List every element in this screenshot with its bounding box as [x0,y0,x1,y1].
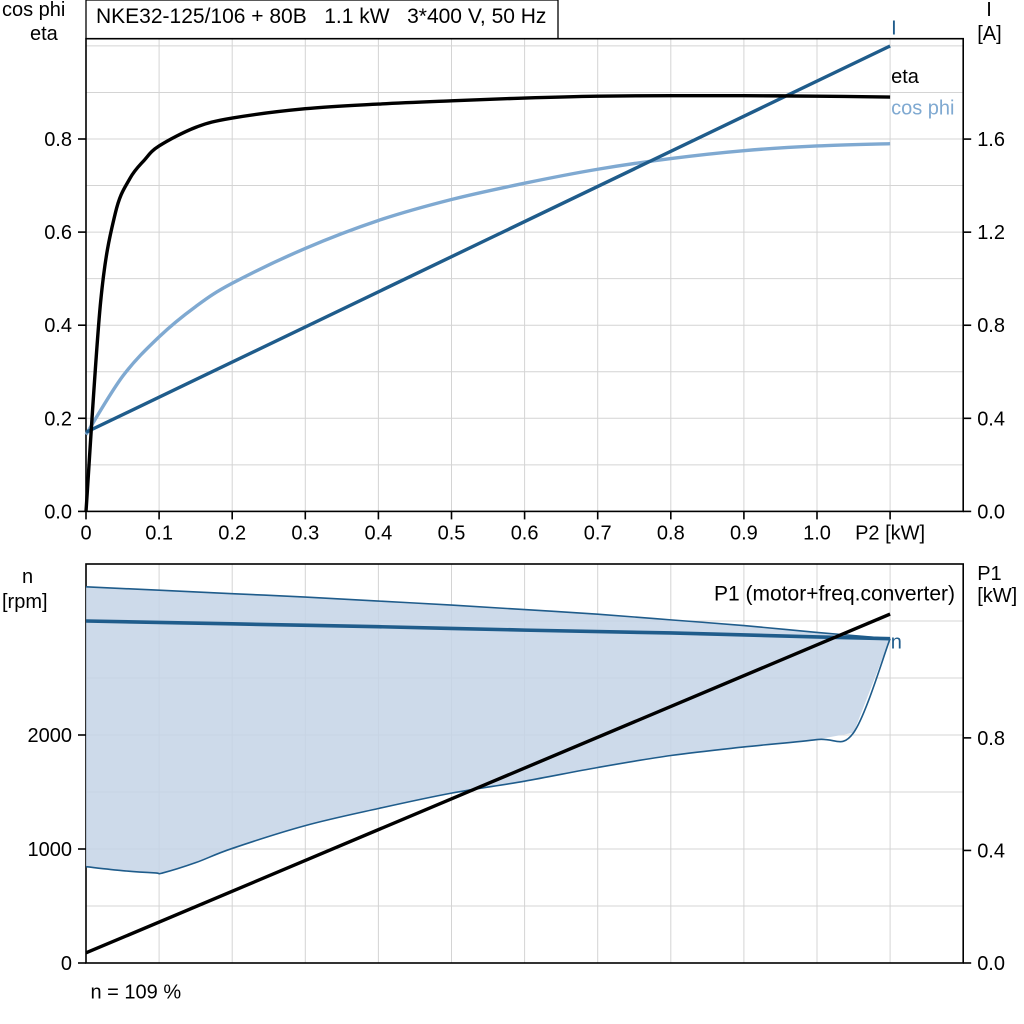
svg-text:I: I [891,18,897,40]
svg-text:0.3: 0.3 [291,522,319,544]
svg-text:cos phi: cos phi [2,0,65,21]
svg-text:1.6: 1.6 [977,129,1005,151]
svg-text:1.2: 1.2 [977,222,1005,244]
svg-text:0.4: 0.4 [44,315,72,337]
svg-text:0.9: 0.9 [730,522,758,544]
svg-text:0.4: 0.4 [364,522,392,544]
svg-text:0.0: 0.0 [977,953,1005,975]
svg-text:1.0: 1.0 [803,522,831,544]
svg-text:P2 [kW]: P2 [kW] [855,522,925,544]
svg-text:NKE32-125/106 + 80B 1.1 kW: NKE32-125/106 + 80B 1.1 kW 3*400 V, 50 H… [96,5,546,28]
svg-text:eta: eta [30,23,59,45]
svg-text:1000: 1000 [28,839,73,861]
svg-text:0.6: 0.6 [511,522,539,544]
svg-text:n: n [22,566,33,588]
svg-text:0.8: 0.8 [977,728,1005,750]
svg-text:eta: eta [891,66,920,88]
svg-text:I: I [986,0,992,21]
svg-text:[rpm]: [rpm] [2,591,48,613]
svg-text:0.8: 0.8 [977,315,1005,337]
svg-text:0.1: 0.1 [145,522,173,544]
svg-text:[kW]: [kW] [977,585,1017,607]
svg-text:P1 (motor+freq.converter): P1 (motor+freq.converter) [714,583,955,606]
svg-text:0.7: 0.7 [584,522,612,544]
svg-text:n = 109 %: n = 109 % [91,981,182,1003]
svg-text:0.2: 0.2 [44,408,72,430]
svg-text:[A]: [A] [977,23,1001,45]
svg-text:0.4: 0.4 [977,408,1005,430]
svg-text:cos phi: cos phi [891,98,954,120]
svg-text:P1: P1 [977,563,1001,585]
svg-text:0.8: 0.8 [657,522,685,544]
svg-text:0.8: 0.8 [44,129,72,151]
svg-text:0.0: 0.0 [977,501,1005,523]
svg-text:0.6: 0.6 [44,222,72,244]
svg-text:2000: 2000 [28,725,73,747]
svg-text:n: n [891,632,902,654]
svg-text:0: 0 [61,953,72,975]
svg-text:0.4: 0.4 [977,840,1005,862]
svg-text:0.2: 0.2 [218,522,246,544]
svg-text:0: 0 [80,522,91,544]
svg-text:0.5: 0.5 [438,522,466,544]
svg-text:0.0: 0.0 [44,501,72,523]
